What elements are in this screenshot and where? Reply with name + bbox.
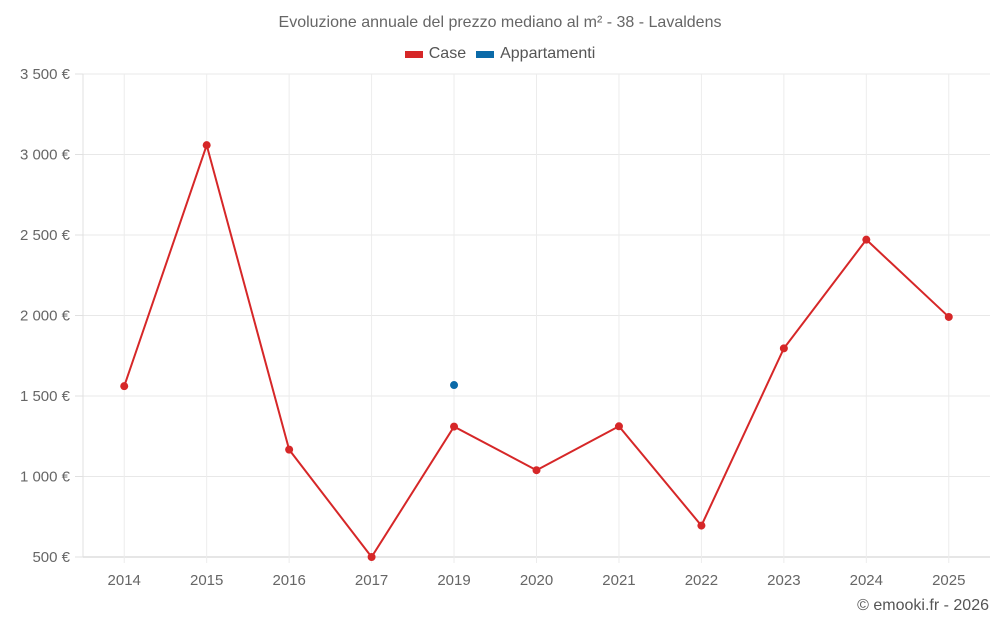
data-point-case[interactable]: [532, 466, 541, 475]
x-tick-label: 2015: [190, 572, 223, 589]
x-tick-label: 2024: [850, 572, 883, 589]
y-tick-label: 3 000 €: [20, 147, 71, 164]
data-point-case[interactable]: [697, 521, 706, 530]
y-tick-label: 1 000 €: [20, 469, 71, 486]
data-point-case[interactable]: [285, 445, 294, 454]
legend-item-appartamenti[interactable]: Appartamenti: [476, 45, 595, 63]
x-tick-label: 2014: [108, 572, 141, 589]
y-tick-label: 500 €: [32, 549, 70, 566]
x-tick-label: 2017: [355, 572, 388, 589]
legend-label-appartamenti: Appartamenti: [500, 45, 596, 62]
data-point-case[interactable]: [779, 344, 788, 353]
data-point-case[interactable]: [450, 422, 459, 431]
y-tick-label: 1 500 €: [20, 388, 71, 405]
data-point-case[interactable]: [120, 382, 129, 391]
credit-text: © emooki.fr - 2026: [857, 597, 989, 614]
legend-item-case[interactable]: Case: [404, 45, 467, 63]
x-tick-label: 2022: [685, 572, 718, 589]
data-point-case[interactable]: [944, 312, 953, 321]
y-tick-label: 2 000 €: [20, 308, 71, 325]
data-point-case[interactable]: [202, 141, 211, 150]
y-tick-label: 2 500 €: [20, 227, 71, 244]
legend: Case Appartamenti: [0, 45, 1000, 63]
x-tick-label: 2020: [520, 572, 553, 589]
data-point-case[interactable]: [614, 422, 623, 431]
x-tick-label: 2025: [932, 572, 965, 589]
y-tick-label: 3 500 €: [20, 66, 71, 83]
data-point-case[interactable]: [862, 235, 871, 244]
legend-swatch-appartamenti: [476, 50, 495, 58]
data-point-appartamenti[interactable]: [450, 381, 459, 390]
data-point-case[interactable]: [367, 553, 376, 561]
chart-title: Evoluzione annuale del prezzo mediano al…: [278, 14, 722, 31]
x-tick-label: 2019: [437, 572, 470, 589]
legend-label-case: Case: [428, 45, 467, 62]
x-tick-label: 2021: [602, 572, 635, 589]
x-tick-label: 2016: [272, 572, 305, 589]
x-tick-label: 2023: [767, 572, 800, 589]
legend-swatch-case: [404, 50, 423, 58]
